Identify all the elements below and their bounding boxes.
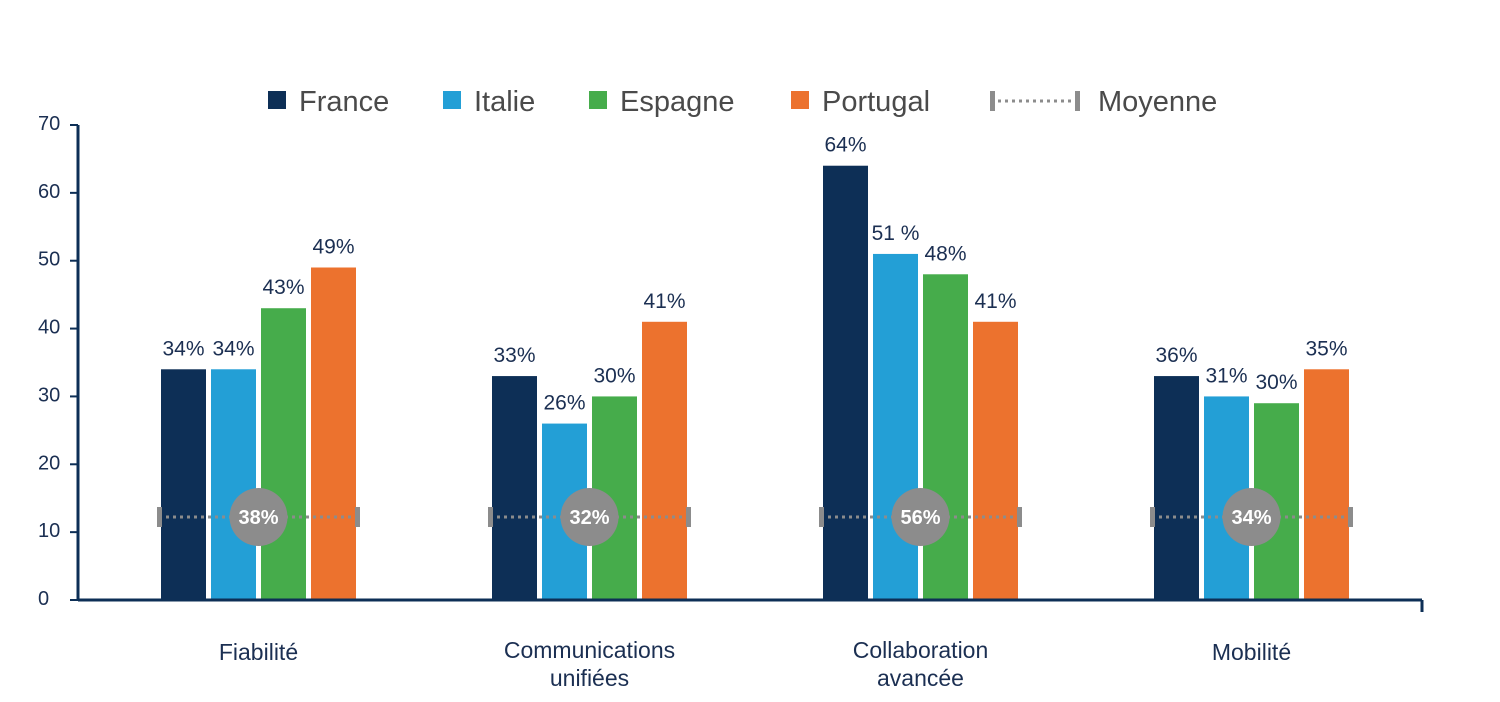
bar-value-label: 36%	[1155, 344, 1197, 367]
legend-label: Espagne	[620, 86, 735, 118]
legend-label: Moyenne	[1098, 86, 1217, 118]
bar-value-label: 34%	[212, 337, 254, 360]
legend-label: Portugal	[822, 86, 930, 118]
average-value-label: 32%	[569, 507, 609, 529]
bar-italie	[211, 369, 256, 600]
bar-espagne	[261, 308, 306, 600]
y-tick-label: 40	[38, 317, 60, 339]
bar-value-label: 33%	[493, 344, 535, 367]
average-line-cap	[1017, 507, 1022, 527]
bar-value-label: 26%	[543, 392, 585, 415]
category-label: Fiabilité	[219, 639, 298, 665]
y-tick-label: 20	[38, 452, 60, 474]
bar-value-label: 48%	[924, 242, 966, 265]
average-badge	[1222, 488, 1281, 546]
bar-france	[161, 369, 206, 600]
legend-swatch-espagne	[589, 91, 607, 109]
bar-value-label: 43%	[262, 276, 304, 299]
legend-label: Italie	[474, 86, 535, 118]
average-line-cap	[355, 507, 360, 527]
bar-value-label: 64%	[824, 134, 866, 157]
bar-espagne	[923, 274, 968, 600]
legend-average-cap	[990, 91, 995, 111]
legend-average-cap	[1075, 91, 1080, 111]
bar-value-label: 41%	[643, 290, 685, 313]
bar-portugal	[973, 321, 1018, 600]
y-tick-label: 30	[38, 384, 60, 406]
bar-portugal	[642, 321, 687, 600]
bar-france	[492, 376, 537, 600]
average-line-cap	[819, 507, 824, 527]
bar-value-label: 41%	[974, 290, 1016, 313]
bar-italie	[873, 253, 918, 600]
bar-portugal	[1304, 369, 1349, 600]
average-badge	[560, 488, 619, 546]
average-line-cap	[686, 507, 691, 527]
bar-france	[1154, 376, 1199, 600]
average-value-label: 38%	[238, 507, 278, 529]
y-tick-label: 50	[38, 249, 60, 271]
category-label: Collaboration	[853, 637, 989, 663]
average-line-cap	[1150, 507, 1155, 527]
bar-value-label: 30%	[593, 364, 635, 387]
average-line-cap	[1348, 507, 1353, 527]
bar-value-label: 34%	[162, 337, 204, 360]
legend-swatch-france	[268, 91, 286, 109]
y-tick-label: 10	[38, 520, 60, 542]
bar-value-label: 35%	[1305, 337, 1347, 360]
legend-swatch-italie	[443, 91, 461, 109]
average-badge	[229, 488, 288, 546]
y-tick-label: 0	[38, 588, 49, 610]
bar-value-label: 31%	[1205, 364, 1247, 387]
average-badge	[891, 488, 950, 546]
bar-value-label: 51 %	[872, 222, 920, 245]
category-label: Mobilité	[1212, 639, 1291, 665]
average-value-label: 34%	[1231, 507, 1271, 529]
y-tick-label: 70	[38, 113, 60, 135]
average-value-label: 56%	[900, 507, 940, 529]
legend-label: France	[299, 86, 389, 118]
bar-value-label: 30%	[1255, 371, 1297, 394]
legend-swatch-portugal	[791, 91, 809, 109]
average-line-cap	[157, 507, 162, 527]
bar-france	[823, 165, 868, 600]
bar-value-label: 49%	[312, 236, 354, 259]
average-line-cap	[488, 507, 493, 527]
category-label: unifiées	[550, 665, 629, 691]
category-label: Communications	[504, 637, 675, 663]
bar-portugal	[311, 267, 356, 600]
y-tick-label: 60	[38, 181, 60, 203]
category-label: avancée	[877, 665, 964, 691]
